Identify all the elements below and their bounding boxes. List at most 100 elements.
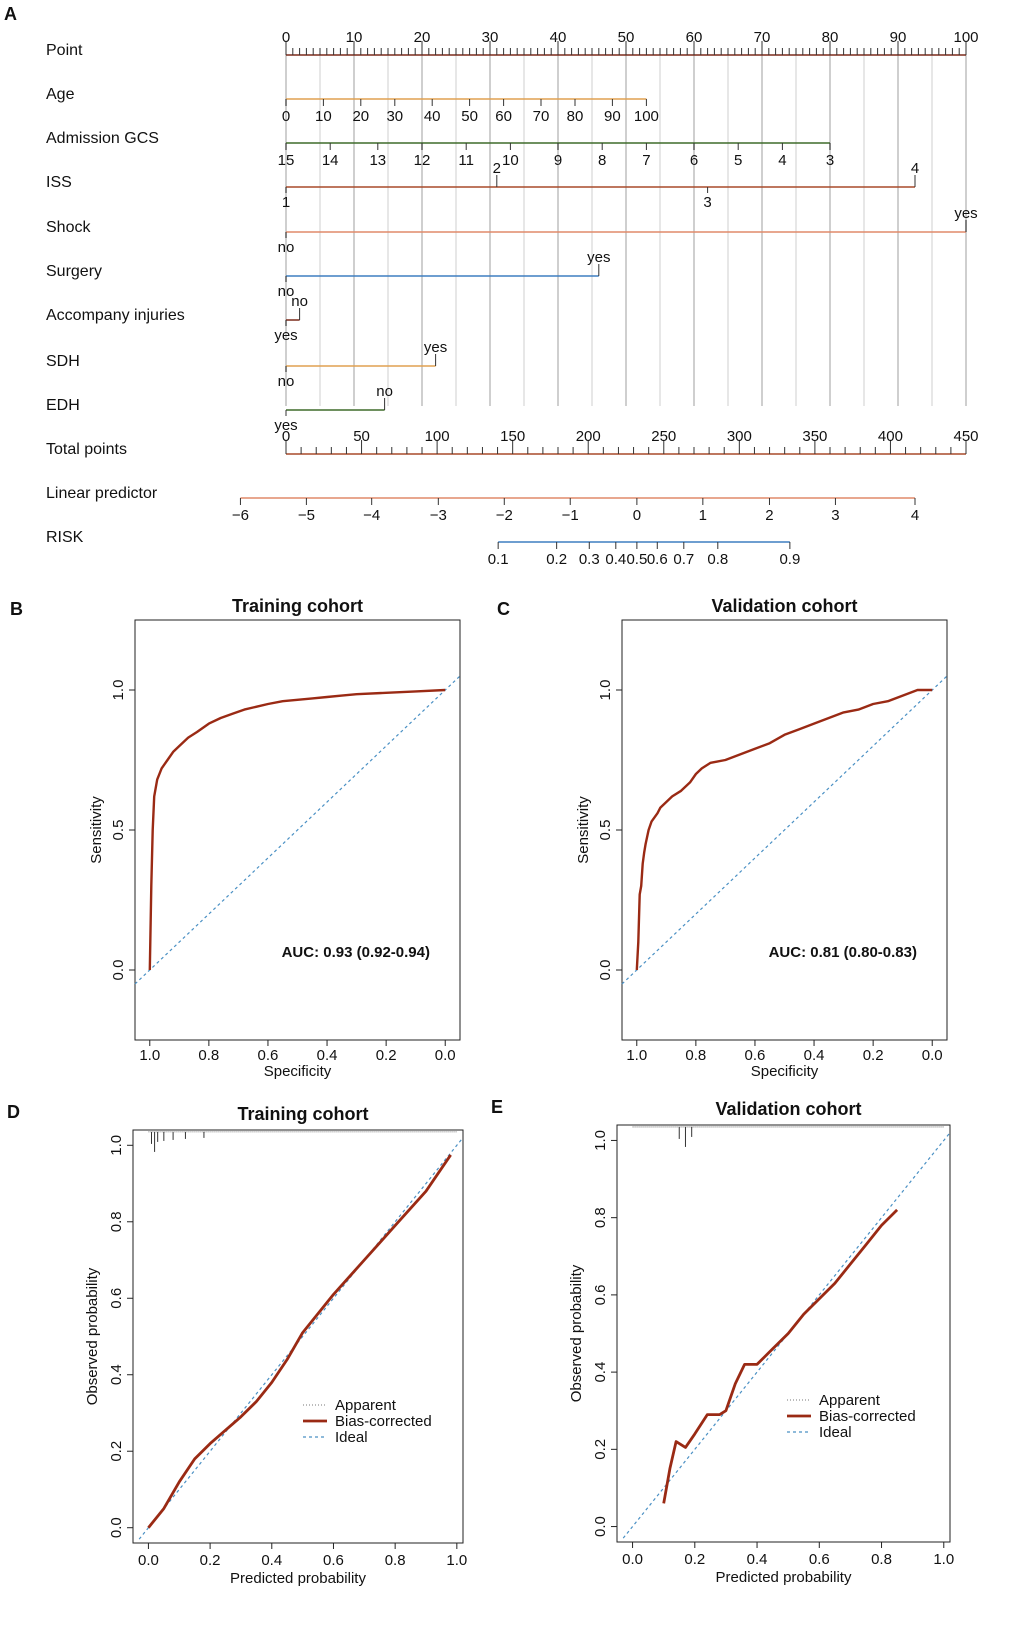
row-label: Age xyxy=(46,86,75,103)
legend-label: Ideal xyxy=(819,1424,852,1441)
calibration-panel-e: E Validation cohort 0.0 0.2 0.4 0.6 0.8 1.0 0.0 0… xyxy=(491,1097,954,1586)
tick-label: 1 xyxy=(699,507,707,524)
tick-label: 3 xyxy=(703,194,711,211)
tick-label: −6 xyxy=(232,507,249,524)
tick-label: 0 xyxy=(282,29,290,46)
row-label: SDH xyxy=(46,353,80,370)
x-tick-label: 1.0 xyxy=(626,1047,647,1064)
tick-label: 40 xyxy=(424,108,441,125)
tick-label: 60 xyxy=(686,29,703,46)
tick-label: no xyxy=(278,283,295,300)
tick-label: 7 xyxy=(642,152,650,169)
tick-label: 90 xyxy=(890,29,907,46)
row-label: Linear predictor xyxy=(46,485,158,502)
panel-letter: D xyxy=(7,1102,20,1122)
x-axis-label: Predicted probability xyxy=(230,1570,366,1587)
row-label: Surgery xyxy=(46,263,102,280)
tick-label: 100 xyxy=(634,108,659,125)
tick-label: no xyxy=(376,383,393,400)
tick-label: 80 xyxy=(567,108,584,125)
tick-label: 0.7 xyxy=(673,551,694,568)
auc-label: AUC: 0.81 (0.80-0.83) xyxy=(769,944,917,961)
x-tick-label: 0.4 xyxy=(317,1047,338,1064)
tick-label: 100 xyxy=(953,29,978,46)
tick-label: no xyxy=(278,239,295,256)
tick-label: 50 xyxy=(618,29,635,46)
tick-label: 2 xyxy=(765,507,773,524)
roc-curve xyxy=(148,688,446,971)
x-axis-label: Predicted probability xyxy=(716,1569,852,1586)
tick-label: 15 xyxy=(278,152,295,169)
tick-label: 0.4 xyxy=(605,551,626,568)
x-tick-label: 0.6 xyxy=(809,1551,830,1568)
x-tick-label: 0.2 xyxy=(863,1047,884,1064)
x-tick-label: 0.4 xyxy=(747,1551,768,1568)
x-tick-label: 0.4 xyxy=(261,1552,282,1569)
tick-label: 400 xyxy=(878,428,903,445)
bias-corrected-curve xyxy=(147,1154,452,1529)
roc-panel-b: B Training cohort 1.0 0.8 0.6 0.4 0.2 0.0 0.0 0.5… xyxy=(10,596,461,1080)
y-tick-label: 0.5 xyxy=(597,820,614,841)
tick-label: 300 xyxy=(727,428,752,445)
tick-label: yes xyxy=(954,205,977,222)
tick-label: 0.9 xyxy=(779,551,800,568)
tick-label: 13 xyxy=(369,152,386,169)
tick-label: 0.1 xyxy=(488,551,509,568)
x-tick-label: 1.0 xyxy=(933,1551,954,1568)
tick-label: 3 xyxy=(826,152,834,169)
y-tick-label: 0.2 xyxy=(108,1441,125,1462)
x-tick-label: 0.8 xyxy=(385,1552,406,1569)
panel-letter: E xyxy=(491,1097,503,1117)
y-tick-label: 0.2 xyxy=(592,1439,609,1460)
tick-label: 3 xyxy=(831,507,839,524)
tick-label: 50 xyxy=(353,428,370,445)
y-axis-label: Sensitivity xyxy=(575,796,592,864)
tick-label: 0.3 xyxy=(579,551,600,568)
x-tick-label: 0.6 xyxy=(323,1552,344,1569)
legend-label: Bias-corrected xyxy=(819,1408,916,1425)
legend-label: Apparent xyxy=(335,1397,397,1414)
plot-title: Validation cohort xyxy=(711,596,857,616)
y-tick-label: 0.0 xyxy=(108,1517,125,1538)
reference-diagonal xyxy=(134,675,461,985)
y-axis-label: Sensitivity xyxy=(88,796,105,864)
legend-label: Bias-corrected xyxy=(335,1413,432,1430)
x-tick-label: 0.8 xyxy=(685,1047,706,1064)
tick-label: −1 xyxy=(562,507,579,524)
tick-label: 350 xyxy=(802,428,827,445)
x-tick-label: 0.8 xyxy=(198,1047,219,1064)
tick-label: 10 xyxy=(315,108,332,125)
tick-label: 5 xyxy=(734,152,742,169)
tick-label: 4 xyxy=(911,507,919,524)
panel-letter: B xyxy=(10,599,23,619)
plot-frame xyxy=(616,1124,951,1543)
x-tick-label: 0.6 xyxy=(258,1047,279,1064)
row-label: Admission GCS xyxy=(46,130,159,147)
tick-label: 2 xyxy=(493,160,501,177)
tick-label: 6 xyxy=(690,152,698,169)
tick-label: 40 xyxy=(550,29,567,46)
tick-label: 0.2 xyxy=(546,551,567,568)
tick-label: 9 xyxy=(554,152,562,169)
row-label: Total points xyxy=(46,441,127,458)
bias-corrected-curve xyxy=(662,1208,899,1504)
tick-label: 0 xyxy=(633,507,641,524)
y-tick-label: 0.4 xyxy=(592,1362,609,1383)
y-tick-label: 0.0 xyxy=(110,960,127,981)
tick-label: −5 xyxy=(298,507,315,524)
y-tick-label: 1.0 xyxy=(592,1130,609,1151)
row-label: EDH xyxy=(46,397,80,414)
x-tick-label: 0.0 xyxy=(138,1552,159,1569)
tick-label: −3 xyxy=(430,507,447,524)
tick-label: 12 xyxy=(414,152,431,169)
tick-label: 8 xyxy=(598,152,606,169)
y-tick-label: 0.0 xyxy=(597,960,614,981)
auc-label: AUC: 0.93 (0.92-0.94) xyxy=(282,944,430,961)
plot-title: Training cohort xyxy=(237,1104,368,1124)
tick-label: 11 xyxy=(458,152,474,169)
tick-label: 30 xyxy=(482,29,499,46)
panel-letter-a: A xyxy=(4,4,17,24)
x-tick-label: 0.8 xyxy=(871,1551,892,1568)
y-tick-label: 0.8 xyxy=(108,1211,125,1232)
